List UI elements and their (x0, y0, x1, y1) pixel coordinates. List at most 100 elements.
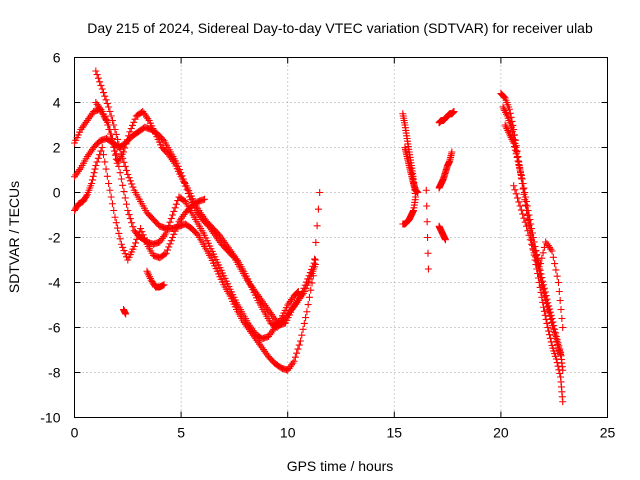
data-point (121, 250, 129, 258)
data-point (541, 311, 549, 319)
data-point (96, 78, 104, 86)
data-point (121, 194, 129, 202)
data-point (500, 93, 508, 101)
data-point (97, 81, 105, 89)
data-point (545, 327, 553, 335)
data-point (162, 249, 170, 257)
y-axis-label: SDTVAR / TECUs (6, 181, 22, 293)
grid-lines (74, 57, 608, 418)
data-point (101, 92, 109, 100)
data-point (291, 353, 299, 361)
data-point (553, 272, 561, 280)
data-point (554, 339, 562, 347)
data-point (122, 310, 130, 318)
data-point (88, 176, 96, 184)
data-point (515, 161, 523, 169)
data-point (314, 205, 322, 213)
data-point (128, 180, 136, 188)
data-point (520, 214, 528, 222)
data-point (126, 215, 134, 223)
y-tick-label: -6 (48, 320, 61, 336)
series-track-f (143, 267, 168, 291)
data-point (313, 222, 321, 230)
data-point (547, 311, 555, 319)
axis-ticks: 0 5 10 15 20 25 -10 -8 -6 -4 -2 0 2 4 6 (40, 50, 615, 441)
data-point (167, 237, 175, 245)
data-point (140, 234, 148, 242)
data-point (112, 219, 120, 227)
y-tick-label: 6 (53, 50, 61, 66)
data-point (450, 108, 458, 115)
data-point (106, 108, 114, 115)
data-point (538, 274, 546, 282)
series-track-e (71, 144, 209, 264)
data-point (108, 135, 116, 142)
data-point (162, 229, 170, 237)
x-tick-label: 25 (600, 425, 616, 441)
data-point (296, 337, 304, 345)
data-point (166, 218, 174, 226)
data-point (165, 243, 173, 251)
data-point (107, 130, 115, 138)
data-point (120, 188, 128, 196)
data-point (539, 277, 547, 285)
data-point (299, 325, 307, 333)
data-point (539, 249, 547, 257)
data-point (544, 299, 552, 307)
data-point (529, 245, 537, 253)
data-point (103, 172, 111, 180)
data-point (305, 293, 313, 301)
x-axis-label: GPS time / hours (287, 458, 394, 474)
plot-frame (74, 57, 608, 418)
data-point (522, 222, 530, 230)
data-point (300, 319, 308, 327)
data-point (303, 308, 311, 316)
data-point (423, 218, 431, 226)
data-point (545, 302, 553, 310)
series-track-m (422, 186, 432, 273)
x-tick-label: 0 (71, 425, 79, 441)
data-point (102, 96, 110, 104)
data-point (513, 153, 521, 161)
data-point (302, 278, 310, 286)
x-tick-label: 20 (493, 425, 509, 441)
data-point (124, 207, 132, 214)
data-point (523, 202, 531, 210)
data-point (521, 218, 529, 226)
data-point (115, 140, 123, 148)
x-tick-label: 15 (387, 425, 403, 441)
data-point (548, 315, 556, 322)
data-point (548, 247, 556, 255)
y-tick-label: -10 (40, 410, 60, 426)
data-point (538, 254, 546, 262)
series-track-j (435, 108, 458, 127)
data-point (517, 171, 525, 179)
x-tick-label: 10 (280, 425, 296, 441)
data-point (111, 144, 119, 151)
data-point (128, 219, 136, 227)
data-point (511, 146, 519, 154)
data-point (511, 143, 519, 151)
data-point (516, 164, 524, 172)
data-point (546, 308, 554, 316)
data-point (116, 235, 124, 243)
data-point (306, 269, 314, 277)
data-point (552, 266, 560, 274)
data-point (123, 136, 131, 144)
data-point (298, 331, 306, 339)
y-tick-label: 0 (53, 185, 61, 201)
data-point (525, 211, 533, 219)
data-point (111, 151, 119, 159)
data-point (309, 272, 317, 280)
data-point (300, 284, 308, 292)
data-point (526, 236, 534, 244)
data-point (121, 144, 129, 152)
data-point (517, 168, 525, 176)
data-point (540, 307, 548, 315)
data-point (133, 235, 141, 243)
data-point (424, 265, 432, 273)
data-point (119, 181, 127, 189)
data-point (122, 140, 130, 148)
data-point (307, 286, 315, 294)
